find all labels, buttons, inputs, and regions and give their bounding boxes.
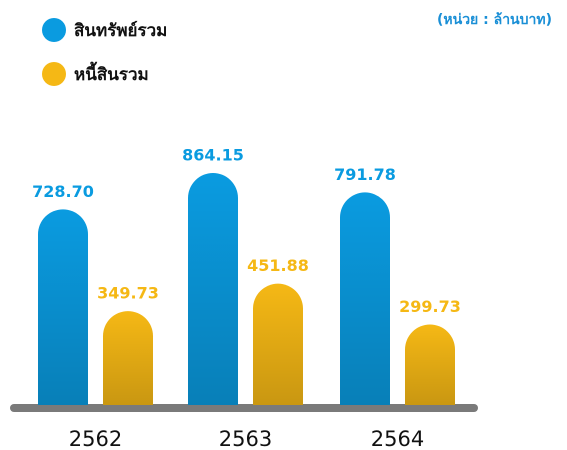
legend-label: สินทรัพย์รวม xyxy=(74,20,167,41)
bar-shade xyxy=(340,192,390,405)
unit-note: (หน่วย : ล้านบาท) xyxy=(437,12,552,28)
x-tick-label: 2564 xyxy=(371,427,424,450)
legend-swatch xyxy=(42,62,66,86)
bar-shade xyxy=(188,173,238,405)
bar-shade xyxy=(404,324,455,405)
bar-shade xyxy=(38,209,88,405)
bar-shade xyxy=(103,311,153,405)
legend-label: หนี้สินรวม xyxy=(74,61,149,85)
value-label: 791.78 xyxy=(334,165,396,184)
bar-shade xyxy=(253,283,303,405)
legend-swatch xyxy=(42,18,66,42)
value-label: 451.88 xyxy=(247,256,309,275)
value-label: 728.70 xyxy=(32,182,94,201)
baseline xyxy=(10,404,478,412)
value-label: 349.73 xyxy=(97,284,159,303)
x-tick-label: 2562 xyxy=(69,427,122,450)
value-label: 864.15 xyxy=(182,146,244,165)
x-tick-label: 2563 xyxy=(219,427,272,450)
value-label: 299.73 xyxy=(399,297,461,316)
